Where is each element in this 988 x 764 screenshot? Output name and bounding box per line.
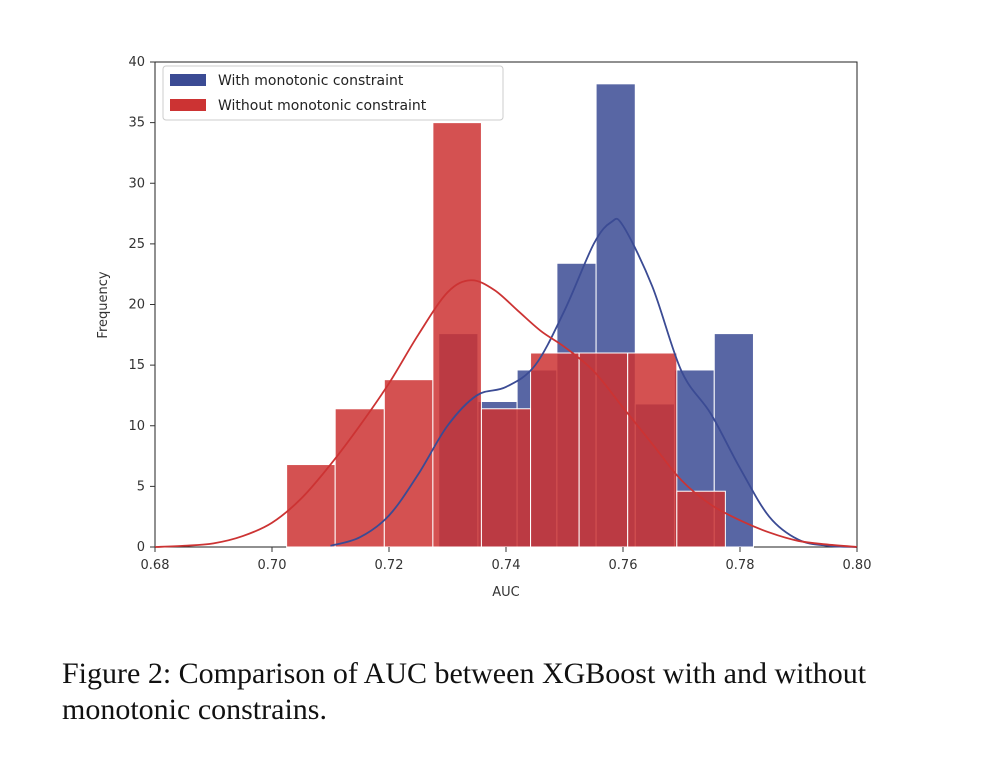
y-tick-label: 10 [128, 419, 145, 434]
y-tick-label: 30 [128, 176, 145, 191]
y-tick-label: 35 [128, 116, 145, 131]
x-tick-label: 0.78 [726, 558, 755, 573]
x-tick-label: 0.76 [609, 558, 638, 573]
x-tick-label: 0.74 [492, 558, 521, 573]
x-tick-label: 0.70 [258, 558, 287, 573]
x-tick-label: 0.80 [843, 558, 872, 573]
kde-curve-with [330, 217, 858, 548]
y-tick-label: 25 [128, 237, 145, 252]
legend-box [162, 65, 504, 121]
bars-layer [286, 83, 754, 548]
legend-label-with: With monotonic constraint [218, 73, 404, 89]
bar-without-4 [480, 408, 532, 548]
x-axis-label: AUC [492, 585, 520, 600]
legend-swatch-with [170, 74, 206, 86]
y-tick-label: 40 [128, 55, 145, 70]
y-tick-label: 5 [137, 479, 145, 494]
bar-without-3 [432, 122, 482, 548]
kde-curve-without [154, 279, 858, 548]
legend-swatch-without [170, 99, 206, 111]
y-axis-label: Frequency [96, 271, 111, 338]
x-ticks: 0.68 0.70 0.72 0.74 0.76 0.78 0.80 [141, 547, 872, 573]
bar-without-6 [578, 352, 629, 548]
figure-caption: Figure 2: Comparison of AUC between XGBo… [62, 657, 867, 726]
histogram-chart: 0.68 0.70 0.72 0.74 0.76 0.78 0.80 0 5 10 15 20 25 3… [96, 55, 872, 600]
x-tick-label: 0.68 [141, 558, 170, 573]
y-tick-label: 15 [128, 358, 145, 373]
y-tick-label: 20 [128, 298, 145, 313]
bar-without-5 [530, 352, 580, 548]
x-tick-label: 0.72 [375, 558, 404, 573]
bar-without-8 [676, 490, 726, 548]
y-tick-label: 0 [137, 540, 145, 555]
bar-without-7 [627, 352, 678, 548]
y-ticks: 0 5 10 15 20 25 30 35 40 [128, 55, 155, 555]
legend-label-without: Without monotonic constraint [218, 98, 427, 114]
kde-layer [154, 217, 858, 548]
legend: With monotonic constraint Without monoto… [162, 65, 504, 121]
